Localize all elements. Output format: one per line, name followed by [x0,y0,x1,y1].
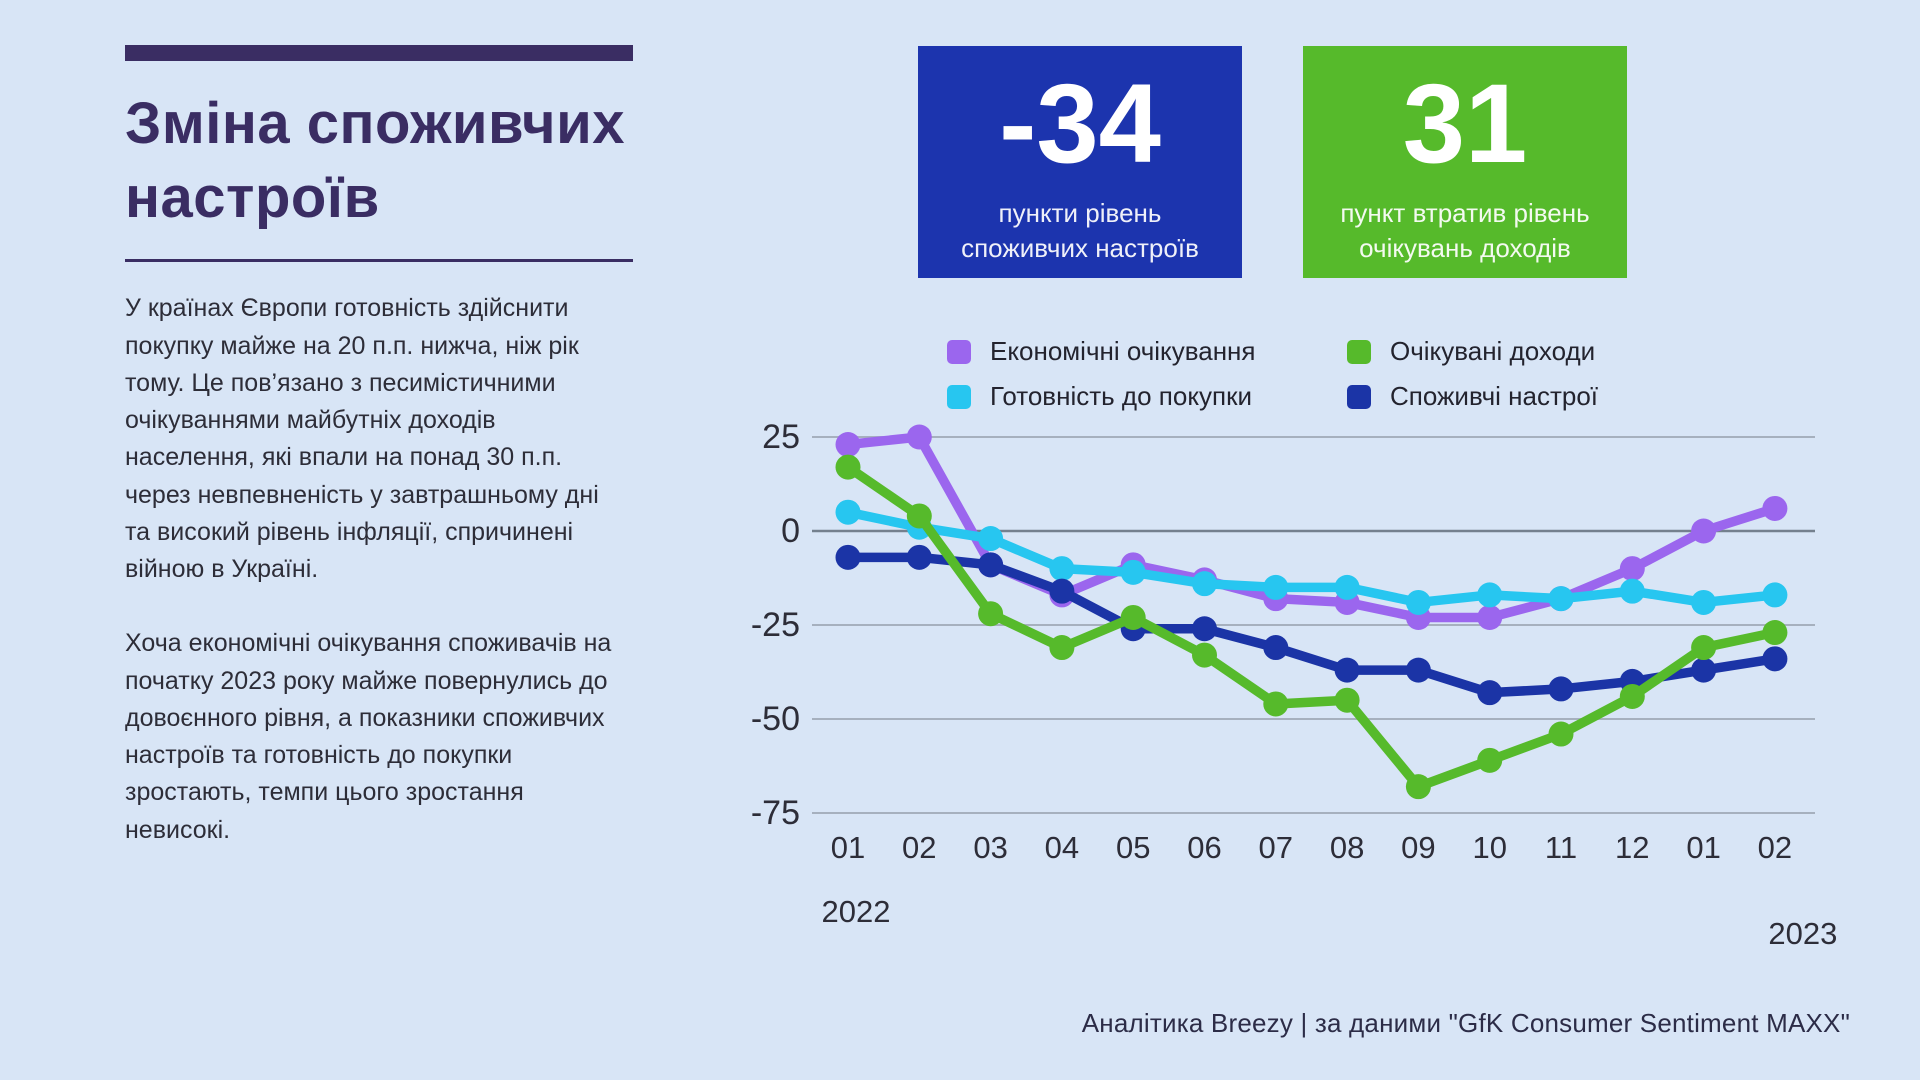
sentiment-line-chart: 25 0 -25 -50 -75 01 02 03 04 05 06 07 08 09 10 11 12 01 02… [680,400,1910,980]
x-axis-tick-label: 10 [1472,830,1506,865]
legend-swatch-icon [947,339,971,364]
data-point [1049,578,1075,604]
x-axis-tick-label: 01 [831,830,865,865]
data-point [1691,635,1717,661]
data-point [835,544,861,570]
data-point [1762,646,1788,672]
data-point [835,499,861,525]
data-point [1405,589,1431,615]
data-point [1192,571,1217,597]
legend-item: Споживчі настрої [1347,381,1598,412]
data-point [1192,642,1217,668]
data-point [1334,574,1360,600]
data-point [978,601,1004,627]
data-point [1619,556,1645,582]
data-point [1049,635,1075,661]
y-axis-tick-label: -75 [751,794,800,832]
legend-item: Економічні очікування [947,336,1347,367]
y-axis-tick-label: 25 [762,418,800,456]
x-axis-tick-label: 09 [1401,830,1435,865]
legend-swatch-icon [947,384,971,409]
chart-legend: Економічні очікування Очікувані доходи Гот… [947,336,1598,412]
data-point [1263,574,1289,600]
data-point [1548,586,1574,612]
stat-card-sentiment: -34 пункти рівень споживчих настроїв [918,46,1242,278]
legend-swatch-icon [1347,339,1371,364]
x-axis-tick-label: 08 [1330,830,1364,865]
legend-label: Споживчі настрої [1390,381,1598,411]
data-point [1477,604,1503,630]
legend-item: Готовність до покупки [947,381,1347,412]
stat-card-sentiment-label: пункти рівень споживчих настроїв [961,198,1199,264]
data-point [978,552,1004,578]
data-point [1477,582,1503,608]
data-point [1548,721,1574,747]
page-title: Зміна споживчих настроїв [125,91,626,231]
legend-label: Економічні очікування [990,336,1256,366]
data-point [1691,589,1717,615]
data-point [1120,604,1146,630]
legend-swatch-icon [1347,384,1371,409]
data-point [1691,657,1717,683]
data-point [1334,657,1360,683]
data-point [1548,676,1574,702]
data-point [1762,582,1788,608]
data-point [835,432,861,458]
x-axis-tick-label: 02 [1758,830,1792,865]
data-point [1619,578,1645,604]
outro-paragraph: Хоча економічні очікування споживачів на… [125,629,612,844]
legend-item: Очікувані доходи [1347,336,1598,367]
footer-credit: Аналітика Breezy | за даними "GfK Consum… [1081,1008,1850,1038]
data-point [906,544,932,570]
data-point [1619,683,1645,709]
data-point [1477,680,1503,706]
sidebar: Зміна споживчих настроїв У країнах Європ… [125,45,633,849]
stat-card-sentiment-value: -34 [999,61,1161,186]
x-axis-year-label: 2023 [1768,916,1837,951]
data-point [1762,495,1788,521]
title-accent-bar [125,45,633,61]
x-axis-tick-label: 11 [1545,830,1577,865]
x-axis-tick-label: 12 [1615,830,1649,865]
data-point [1334,687,1360,713]
data-point [978,526,1004,552]
x-axis-tick-label: 03 [973,830,1007,865]
data-point [835,454,861,480]
data-point [1120,559,1146,585]
data-point [1263,691,1289,717]
stat-card-income: 31 пункт втратив рівень очікувань доході… [1303,46,1627,278]
x-axis-tick-label: 04 [1045,830,1079,865]
data-point [1049,556,1075,582]
stat-card-income-label: пункт втратив рівень очікувань доходів [1340,198,1590,264]
y-axis-tick-label: -25 [751,606,800,644]
data-point [906,424,932,450]
x-axis-tick-label: 01 [1686,830,1720,865]
x-axis-tick-label: 05 [1116,830,1150,865]
y-axis-tick-label: 0 [781,512,800,550]
y-axis-tick-label: -50 [751,700,800,738]
data-point [906,503,932,529]
legend-label: Очікувані доходи [1390,336,1596,366]
title-divider [125,259,633,263]
intro-paragraph: У країнах Європи готовність здійснити по… [125,294,599,584]
legend-label: Готовність до покупки [990,381,1252,411]
x-axis-tick-label: 07 [1259,830,1293,865]
data-point [1192,616,1217,642]
data-point [1405,774,1431,800]
data-point [1263,635,1289,661]
x-axis-year-label: 2022 [822,894,891,929]
x-axis-tick-label: 02 [902,830,936,865]
x-axis-tick-label: 06 [1187,830,1221,865]
series-line [843,462,1780,792]
data-point [1477,747,1503,773]
data-point [1405,657,1431,683]
stat-card-income-value: 31 [1402,61,1528,186]
data-point [1762,620,1788,646]
data-point [1691,518,1717,544]
